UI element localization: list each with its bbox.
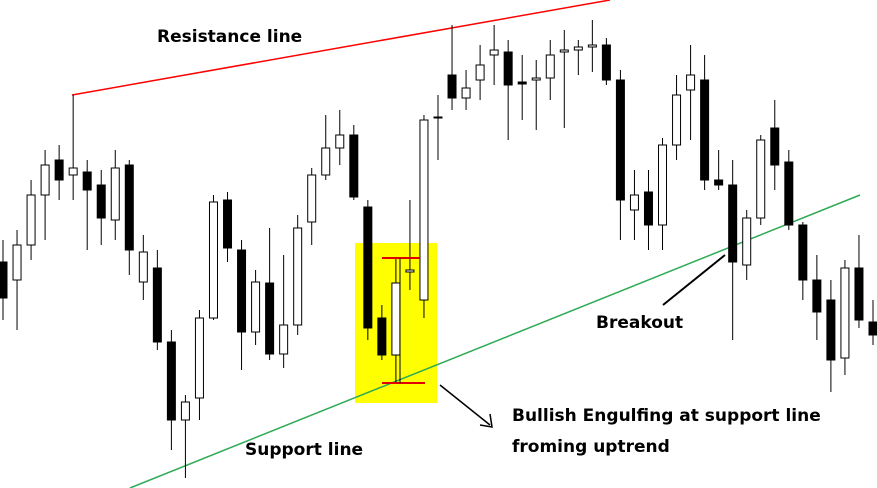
engulfing-arrow: [439, 384, 493, 428]
candle-body: [517, 81, 527, 85]
candle-body: [68, 167, 78, 176]
candle-body: [826, 299, 836, 361]
candle-body: [223, 199, 233, 249]
candle-body: [587, 44, 597, 48]
candle-body: [503, 51, 513, 86]
candle-body: [573, 46, 583, 51]
candle-body: [756, 139, 766, 219]
candle-body: [82, 171, 92, 191]
candle-body: [124, 164, 134, 251]
candle-body: [475, 64, 485, 81]
candle-body: [208, 201, 218, 319]
candle-body: [265, 282, 275, 355]
candle-body: [349, 134, 359, 198]
candle-body: [251, 281, 261, 333]
engulfing-markers: [382, 257, 425, 384]
candle-body: [237, 249, 247, 333]
engulfing-label: froming uptrend: [512, 437, 670, 457]
candle-body: [868, 321, 877, 336]
engulfing-label: Bullish Engulfing at support line: [512, 406, 821, 426]
candle-body: [742, 217, 752, 266]
candle-body: [279, 324, 289, 355]
candle-body: [433, 116, 443, 119]
candle-body: [672, 94, 682, 146]
resistance-line: [71, 0, 611, 96]
candle-body: [686, 74, 696, 91]
candle-body: [728, 184, 738, 263]
candle-body: [770, 127, 780, 166]
candle-body: [293, 227, 303, 326]
candle-body: [110, 167, 120, 221]
candle-body: [54, 159, 64, 181]
candle-body: [545, 54, 555, 79]
candle-body: [784, 161, 794, 226]
breakout-label: Breakout: [596, 313, 683, 333]
candle-body: [854, 267, 864, 321]
breakout-pointer: [662, 254, 726, 306]
candle-body: [40, 164, 50, 196]
candle-body: [152, 267, 162, 343]
candle-body: [377, 317, 387, 356]
candle-body: [363, 206, 373, 329]
candle-body: [166, 341, 176, 421]
candle-body: [601, 44, 611, 81]
candle-body: [12, 244, 22, 281]
candle-body: [643, 191, 653, 226]
candle-body: [419, 119, 429, 301]
candle-body: [840, 267, 850, 359]
candle-body: [447, 74, 457, 99]
candle-body: [180, 401, 190, 421]
candle-body: [335, 134, 345, 149]
candle-body: [0, 261, 8, 299]
candle-body: [461, 87, 471, 99]
candle-body: [321, 147, 331, 176]
candle-body: [798, 224, 808, 281]
candle-body: [96, 184, 106, 219]
candle-body: [559, 49, 569, 53]
support-line: [129, 194, 861, 488]
candle-body: [615, 79, 625, 201]
candle-body: [531, 77, 541, 81]
candle-body: [26, 194, 36, 246]
candle-body: [405, 269, 415, 273]
candle-body: [138, 251, 148, 283]
candle-body: [194, 317, 204, 399]
candle-body: [391, 282, 401, 356]
resistance-label: Resistance line: [157, 27, 302, 47]
candles: [0, 20, 877, 478]
candle-body: [714, 179, 724, 186]
candle-body: [812, 279, 822, 313]
candle-body: [629, 194, 639, 211]
support-label: Support line: [245, 440, 363, 460]
candle-body: [489, 49, 499, 56]
candle-body: [307, 174, 317, 223]
candle-body: [658, 144, 668, 226]
candle-body: [700, 79, 710, 181]
